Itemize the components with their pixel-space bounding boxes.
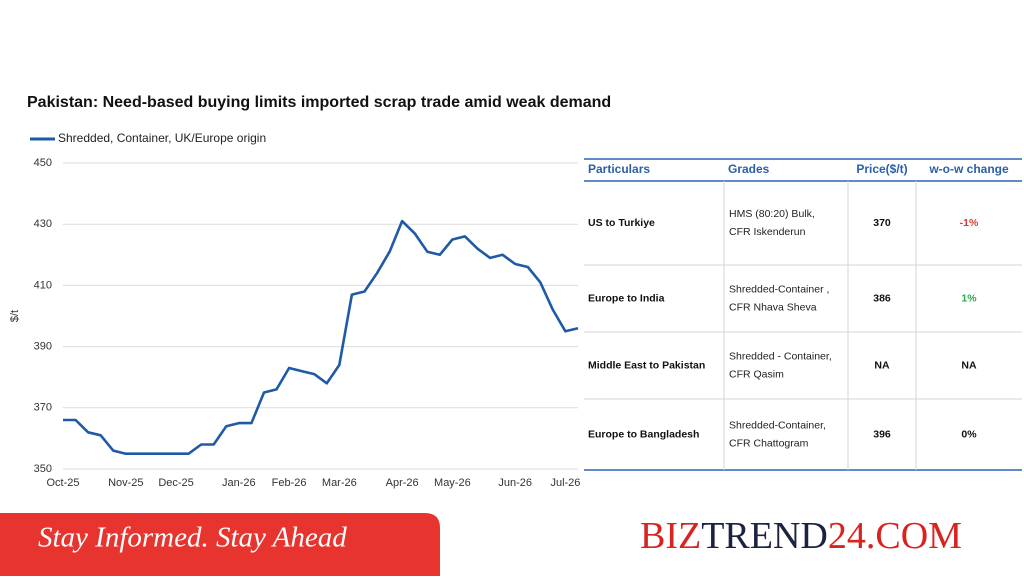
- line-series: [63, 219, 579, 455]
- table-cell: 386: [873, 292, 891, 304]
- table-cell: US to Turkiye: [588, 217, 655, 229]
- table-header: Particulars: [588, 162, 650, 176]
- table-header: Grades: [728, 162, 770, 176]
- table-cell: Shredded-Container,: [729, 419, 826, 431]
- table-cell: Shredded - Container,: [729, 350, 832, 362]
- x-tick-label: Jan-26: [222, 477, 256, 489]
- brand: BIZTREND24.COM: [640, 515, 962, 557]
- x-tick-label: Apr-26: [386, 477, 419, 489]
- table-cell: 0%: [961, 428, 977, 440]
- chart-title: Pakistan: Need-based buying limits impor…: [27, 94, 611, 111]
- brand-part: TREND: [701, 515, 828, 557]
- x-tick-label: May-26: [434, 477, 471, 489]
- table-cell: CFR Chattogram: [729, 437, 809, 449]
- table-cell: Europe to Bangladesh: [588, 428, 699, 440]
- table-cell: 396: [873, 428, 891, 440]
- table-header: Price($/t): [856, 162, 907, 176]
- x-tick-label: Jun-26: [498, 477, 532, 489]
- y-tick-label: 370: [34, 402, 52, 414]
- table-cell: CFR Iskenderun: [729, 226, 806, 238]
- x-tick-label: Feb-26: [272, 477, 307, 489]
- x-tick-label: Nov-25: [108, 477, 143, 489]
- y-tick-label: 410: [34, 279, 52, 291]
- y-tick-label: 450: [34, 157, 52, 169]
- y-tick-label: 390: [34, 341, 52, 353]
- table-cell: 1%: [961, 292, 977, 304]
- brand-part: BIZ: [640, 515, 701, 557]
- y-tick-label: 430: [34, 218, 52, 230]
- slogan: Stay Informed. Stay Ahead: [38, 522, 347, 554]
- table-cell: NA: [961, 359, 977, 371]
- table-header: w-o-w change: [928, 162, 1009, 176]
- table-cell: 370: [873, 217, 891, 229]
- x-tick-label: Dec-25: [158, 477, 193, 489]
- x-tick-label: Oct-25: [46, 477, 79, 489]
- y-tick-label: 350: [34, 463, 52, 475]
- table-cell: HMS (80:20) Bulk,: [729, 208, 815, 220]
- brand-part: 24.COM: [828, 515, 962, 557]
- table-cell: Middle East to Pakistan: [588, 359, 705, 371]
- table-cell: CFR Qasim: [729, 368, 784, 380]
- legend-label: Shredded, Container, UK/Europe origin: [58, 131, 266, 145]
- table-cell: NA: [874, 359, 890, 371]
- y-axis-label: $/t: [9, 310, 21, 322]
- x-tick-label: Jul-26: [550, 477, 580, 489]
- table-cell: -1%: [960, 217, 979, 229]
- banner-bar: [0, 513, 440, 576]
- x-tick-label: Mar-26: [322, 477, 357, 489]
- table-cell: Shredded-Container ,: [729, 283, 829, 295]
- table-cell: CFR Nhava Sheva: [729, 301, 817, 313]
- table-cell: Europe to India: [588, 292, 665, 304]
